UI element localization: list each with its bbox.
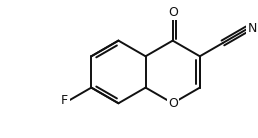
Text: O: O bbox=[168, 97, 178, 110]
Text: N: N bbox=[247, 22, 257, 35]
Text: O: O bbox=[168, 6, 178, 19]
Text: F: F bbox=[61, 94, 68, 107]
